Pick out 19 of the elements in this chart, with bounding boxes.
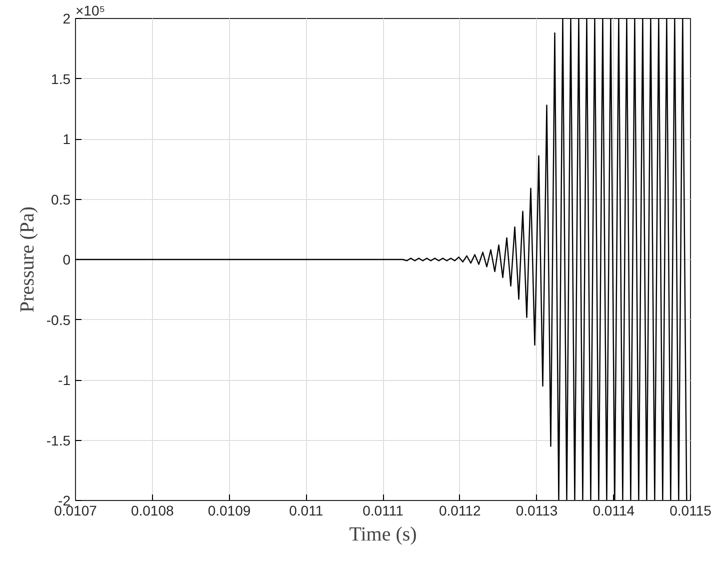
y-tick-label: 0: [62, 252, 71, 268]
y-tick-label: -0.5: [46, 312, 71, 328]
x-tick-label: 0.011: [289, 502, 324, 518]
x-tick-label: 0.0115: [670, 502, 712, 518]
y-tick-label: 2: [62, 10, 71, 26]
x-tick-label: 0.0114: [592, 502, 635, 518]
y-tick-label: -1.5: [46, 432, 71, 448]
x-tick-label: 0.0111: [362, 502, 404, 518]
x-tick-label: 0.0113: [516, 502, 558, 518]
x-tick-label: 0.0112: [438, 502, 481, 518]
x-tick-label: 0.0109: [208, 502, 251, 518]
x-axis-title: Time (s): [349, 524, 417, 546]
y-tick-label: 1.5: [51, 70, 71, 87]
y-tick-label: 0.5: [51, 191, 71, 208]
text: ×10⁵: [76, 2, 106, 18]
y-tick-label: -1: [58, 372, 71, 388]
y-tick-label: 1: [62, 131, 71, 147]
y-axis-title: Pressure (Pa): [16, 206, 38, 313]
x-tick-label: 0.0108: [130, 502, 174, 518]
